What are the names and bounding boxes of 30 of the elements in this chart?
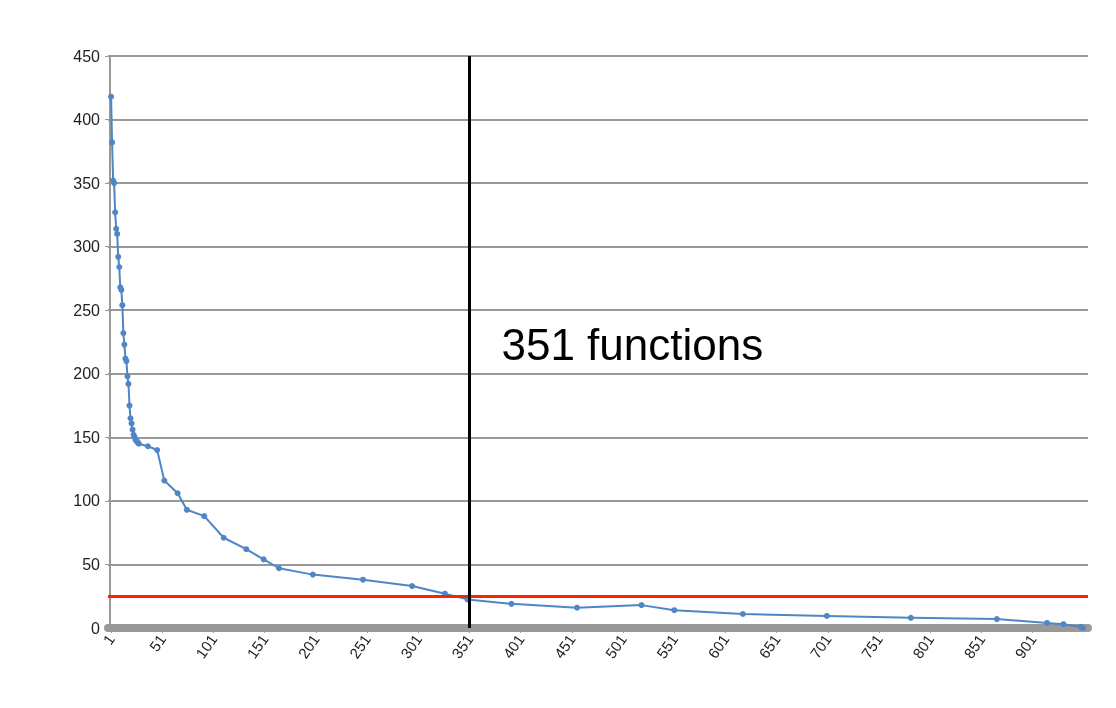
x-tick-label: 1 xyxy=(99,631,119,648)
x-tick-label: 301 xyxy=(396,631,426,662)
x-tick-label: 51 xyxy=(145,631,170,655)
x-tick-label: 401 xyxy=(499,631,528,662)
x-tick-label: 851 xyxy=(960,631,989,662)
y-tick-label: 50 xyxy=(82,555,101,573)
y-tick-label: 0 xyxy=(91,619,101,637)
y-tick-label: 200 xyxy=(73,365,101,383)
y-tick-label: 400 xyxy=(73,111,101,129)
x-tick-label: 101 xyxy=(192,631,221,662)
x-tick-label: 901 xyxy=(1011,631,1040,662)
x-tick-label: 201 xyxy=(294,631,323,662)
x-tick-label: 601 xyxy=(704,631,733,662)
y-tick-label: 350 xyxy=(73,174,101,192)
y-tick-label: 300 xyxy=(73,238,101,256)
x-tick-label: 151 xyxy=(243,631,272,662)
ref-line-label: 351 functions xyxy=(501,319,764,369)
y-tick-label: 450 xyxy=(73,47,101,65)
x-tick-label: 251 xyxy=(345,631,375,662)
x-tick-label: 751 xyxy=(857,631,887,662)
x-tick-label: 451 xyxy=(550,631,579,662)
x-tick-label: 501 xyxy=(601,631,631,662)
y-tick-label: 150 xyxy=(73,428,101,446)
x-tick-label: 701 xyxy=(806,631,835,662)
y-tick-label: 100 xyxy=(73,492,101,510)
x-tick-label: 801 xyxy=(908,631,938,662)
y-tick-label: 250 xyxy=(73,301,101,319)
x-tick-label: 651 xyxy=(755,631,784,662)
x-tick-label: 551 xyxy=(652,631,682,662)
x-tick-label: 351 xyxy=(448,631,477,662)
